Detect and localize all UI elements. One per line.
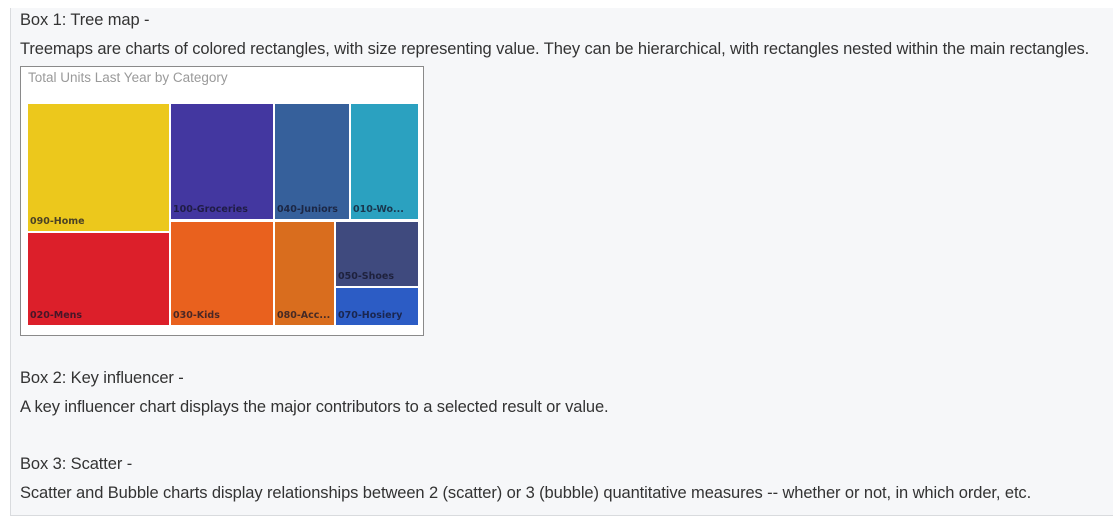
- box1-description: Treemaps are charts of colored rectangle…: [20, 40, 1090, 58]
- chart-title: Total Units Last Year by Category: [28, 70, 228, 85]
- box3-heading: Box 3: Scatter -: [20, 455, 133, 473]
- treemap-rect: 050-Shoes: [336, 222, 418, 286]
- answer-panel: Box 1: Tree map - Treemaps are charts of…: [10, 8, 1113, 516]
- treemap-rect: 090-Home: [28, 104, 169, 231]
- box2-heading: Box 2: Key influencer -: [20, 369, 184, 387]
- treemap-rect: 040-Juniors: [275, 104, 349, 219]
- treemap-label: 070-Hosiery: [338, 310, 403, 321]
- treemap-label: 030-Kids: [173, 310, 220, 321]
- treemap-rect: 080-Acc...: [275, 222, 334, 325]
- treemap-label: 100-Groceries: [173, 204, 248, 215]
- treemap-label: 080-Acc...: [277, 310, 331, 321]
- treemap-label: 010-Wo...: [353, 204, 404, 215]
- treemap-chart: Total Units Last Year by Category 090-Ho…: [20, 66, 424, 336]
- treemap-label: 040-Juniors: [277, 204, 338, 215]
- box1-heading: Box 1: Tree map -: [20, 11, 150, 29]
- box3-description: Scatter and Bubble charts display relati…: [20, 484, 1032, 502]
- treemap-rect: 070-Hosiery: [336, 288, 418, 325]
- treemap-label: 050-Shoes: [338, 271, 395, 282]
- treemap-label: 090-Home: [30, 216, 85, 227]
- box2-description: A key influencer chart displays the majo…: [20, 398, 609, 416]
- treemap-rect: 020-Mens: [28, 233, 169, 325]
- treemap-rect: 100-Groceries: [171, 104, 273, 219]
- treemap-rect: 010-Wo...: [351, 104, 418, 219]
- treemap-rect: 030-Kids: [171, 222, 273, 325]
- treemap-label: 020-Mens: [30, 310, 83, 321]
